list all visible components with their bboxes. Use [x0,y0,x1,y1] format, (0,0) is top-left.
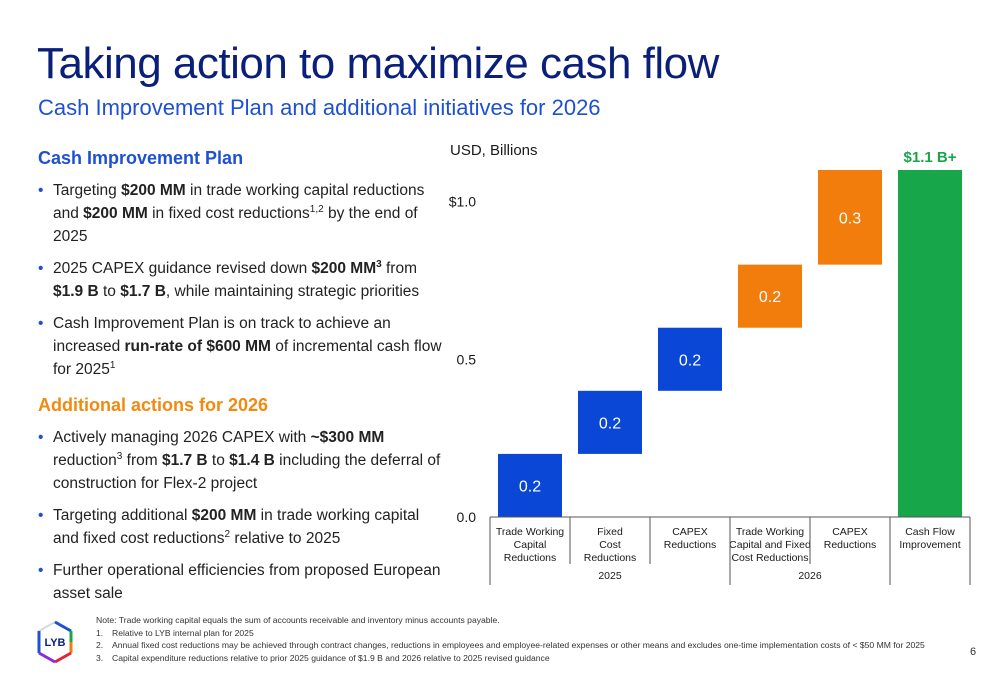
additional-actions-heading: Additional actions for 2026 [38,395,269,415]
x-category-label-4-2: Capital and Fixed [729,539,811,551]
footnote-2: 2. Annual fixed cost reductions may be ac… [96,640,925,650]
x-category-label-2-3: Reductions [584,552,637,564]
logo-text: LYB [45,637,66,649]
x-category-label-3-1: CAPEX [672,526,708,538]
bar-6 [898,170,962,517]
unit-label: USD, Billions [450,142,538,159]
footnote-note: Note: Trade working capital equals the s… [96,615,500,625]
bar-value-label-1: 0.2 [519,478,541,495]
group-label-2026: 2026 [798,570,822,582]
x-category-label-6-2: Improvement [899,539,960,551]
additional-bullet-3: Further operational efficiencies from pr… [38,559,443,605]
y-tick-label-0: 0.0 [457,509,477,525]
cash-improvement-plan-heading: Cash Improvement Plan [38,148,244,168]
total-label: $1.1 B+ [904,149,957,166]
x-category-label-1-2: Capital [514,539,547,551]
bar-value-label-5: 0.3 [839,210,861,227]
footnote-3: 3. Capital expenditure reductions relativ… [96,652,550,663]
page-number: 6 [970,646,977,658]
page-title: Taking action to maximize cash flow [37,39,719,88]
bar-value-label-3: 0.2 [679,352,701,369]
y-tick-label-1: 0.5 [457,351,477,367]
bar-2 [578,390,642,454]
x-category-label-2-2: Cost [599,539,621,551]
additional-bullet-2: Targeting additional $200 MM in trade wo… [38,504,443,550]
x-category-label-6-1: Cash Flow [905,526,955,538]
cash-improvement-plan-bullets: Targeting $200 MM in trade working capit… [38,179,443,381]
x-category-label-5-1: CAPEX [832,526,868,538]
cip-bullet-3: Cash Improvement Plan is on track to ach… [38,312,443,381]
x-category-label-2-1: Fixed [597,526,623,538]
additional-actions-bullets: Actively managing 2026 CAPEX with ~$300 … [38,426,443,605]
x-category-label-1-3: Reductions [504,552,557,564]
bar-value-label-4: 0.2 [759,289,781,306]
x-category-label-1-1: Trade Working [496,526,564,538]
group-label-2025: 2025 [598,570,622,582]
x-category-label-4-1: Trade Working [736,526,804,538]
x-category-label-3-2: Reductions [664,539,717,551]
page-subtitle: Cash Improvement Plan and additional ini… [38,95,601,120]
left-text-panel: Cash Improvement Plan Targeting $200 MM … [38,148,443,614]
x-category-label-4-3: Cost Reductions [731,552,808,564]
bar-value-label-2: 0.2 [599,415,621,432]
y-tick-label-2: $1.0 [449,194,476,210]
lyb-logo: LYB [36,620,74,666]
bar-3 [658,327,722,391]
cip-bullet-1: Targeting $200 MM in trade working capit… [38,179,443,248]
cip-bullet-2: 2025 CAPEX guidance revised down $200 MM… [38,257,443,303]
footnote-1: 1. Relative to LYB internal plan for 2025 [96,627,254,638]
bar-4 [738,264,802,328]
bar-5 [818,170,882,265]
bar-1 [498,453,562,517]
footnotes: Note: Trade working capital equals the s… [96,614,966,664]
x-category-label-5-2: Reductions [824,539,877,551]
additional-bullet-1: Actively managing 2026 CAPEX with ~$300 … [38,426,443,495]
